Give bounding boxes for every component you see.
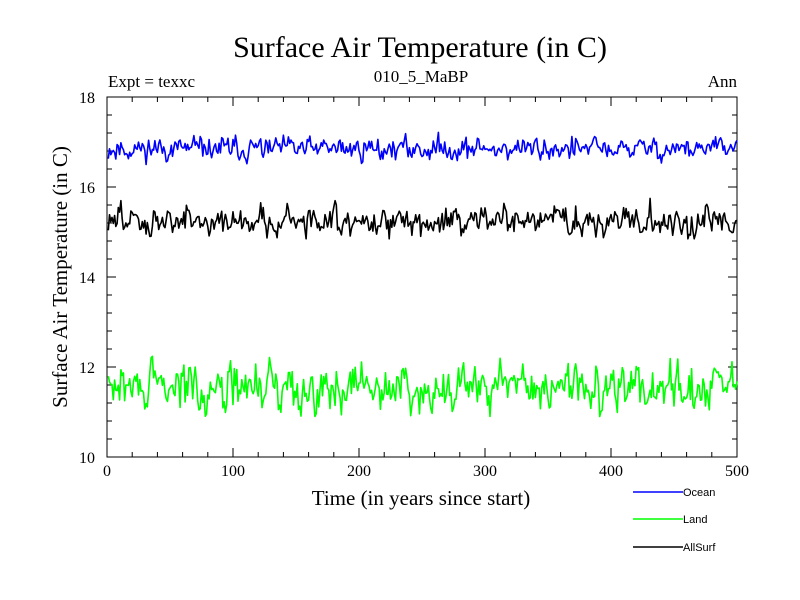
- y-axis-label: Surface Air Temperature (in C): [48, 146, 72, 408]
- x-tick-label: 0: [103, 463, 111, 480]
- series-line-allsurf: [107, 197, 738, 240]
- y-tick-label: 14: [79, 270, 95, 287]
- x-tick-label: 100: [221, 463, 245, 480]
- series-line-land: [107, 355, 738, 418]
- x-axis-label: Time (in years since start): [312, 486, 531, 510]
- legend-label-land: Land: [683, 514, 707, 526]
- season-label: Ann: [708, 72, 738, 91]
- plot-frame: [106, 96, 738, 458]
- legend-label-ocean: Ocean: [683, 487, 715, 499]
- x-tick-label: 200: [347, 463, 371, 480]
- chart-title: Surface Air Temperature (in C): [233, 31, 607, 64]
- y-tick-label: 10: [79, 450, 95, 467]
- experiment-label: Expt = texxc: [108, 72, 195, 91]
- y-tick-label: 12: [79, 360, 95, 377]
- legend-label-allsurf: AllSurf: [683, 542, 716, 554]
- axis-ticks: 0 100 200 300 400 500 10 12 14 16 18: [79, 90, 749, 480]
- x-tick-label: 500: [725, 463, 749, 480]
- y-tick-label: 16: [79, 180, 95, 197]
- run-label: 010_5_MaBP: [374, 67, 468, 86]
- x-tick-label: 300: [473, 463, 497, 480]
- x-tick-label: 400: [599, 463, 623, 480]
- y-tick-label: 18: [79, 90, 95, 107]
- legend: Ocean Land AllSurf: [633, 487, 716, 554]
- series-layer: [107, 131, 738, 418]
- series-line-ocean: [107, 131, 738, 166]
